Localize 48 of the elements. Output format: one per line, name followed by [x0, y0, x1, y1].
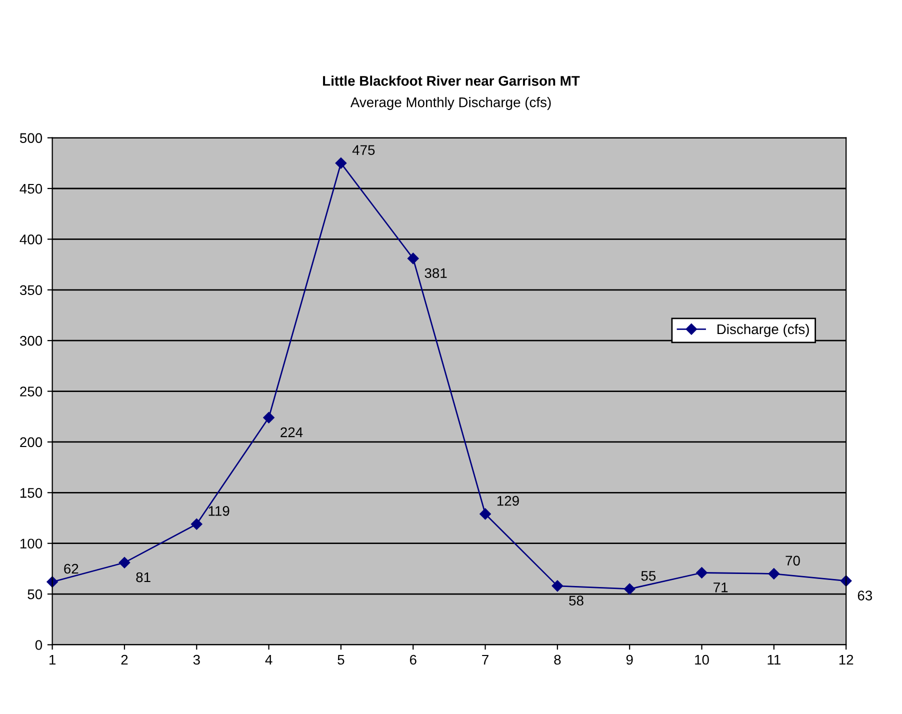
data-label: 55 [641, 571, 656, 581]
data-label: 58 [569, 596, 584, 606]
point [335, 158, 347, 169]
data-label: 71 [714, 582, 728, 592]
data-label: 475 [352, 145, 375, 155]
point [263, 412, 274, 424]
point [696, 567, 708, 578]
data-label: 81 [136, 572, 150, 582]
y-tick-label: 400 [20, 234, 42, 244]
x-tick-label: 6 [410, 654, 416, 665]
point [552, 580, 564, 592]
y-tick-label: 50 [28, 589, 42, 600]
point [191, 518, 202, 530]
y-tick-label: 200 [20, 437, 42, 448]
y-tick-label: 450 [20, 184, 42, 194]
chart-subtitle: Average Monthly Discharge (cfs) [350, 97, 551, 110]
point [408, 252, 419, 264]
x-tick-label: 9 [626, 654, 633, 665]
x-tick-label: 3 [193, 654, 200, 665]
legend-label: Discharge (cfs) [718, 324, 809, 337]
x-tick-label: 5 [338, 654, 344, 665]
x-tick-label: 8 [554, 654, 561, 665]
data-label: 224 [280, 427, 303, 438]
y-tick-label: 500 [20, 133, 42, 143]
point [118, 557, 130, 568]
point [768, 568, 780, 580]
x-tick-label: 4 [265, 654, 272, 665]
chart-title: Little Blackfoot River near Garrison MT [323, 76, 580, 86]
data-label: 62 [64, 564, 78, 574]
x-tick-label: 2 [121, 654, 128, 665]
x-tick-label: 10 [695, 654, 709, 665]
y-tick-label: 100 [20, 538, 42, 549]
point [480, 508, 491, 520]
y-tick-label: 0 [35, 640, 42, 650]
data-label: 129 [497, 496, 519, 506]
data-label: 63 [858, 590, 872, 600]
data-label: 381 [424, 268, 447, 278]
data-label: 119 [208, 506, 230, 516]
data-label: 70 [786, 556, 800, 566]
y-tick-label: 300 [20, 336, 42, 346]
point [624, 583, 636, 595]
x-tick-label: 1 [50, 654, 56, 665]
y-tick-label: 150 [20, 488, 42, 498]
x-tick-label: 11 [768, 654, 780, 665]
x-tick-label: 12 [839, 654, 854, 665]
x-tick-label: 7 [482, 654, 488, 665]
y-tick-label: 250 [20, 386, 42, 396]
y-tick-label: 350 [20, 285, 42, 296]
